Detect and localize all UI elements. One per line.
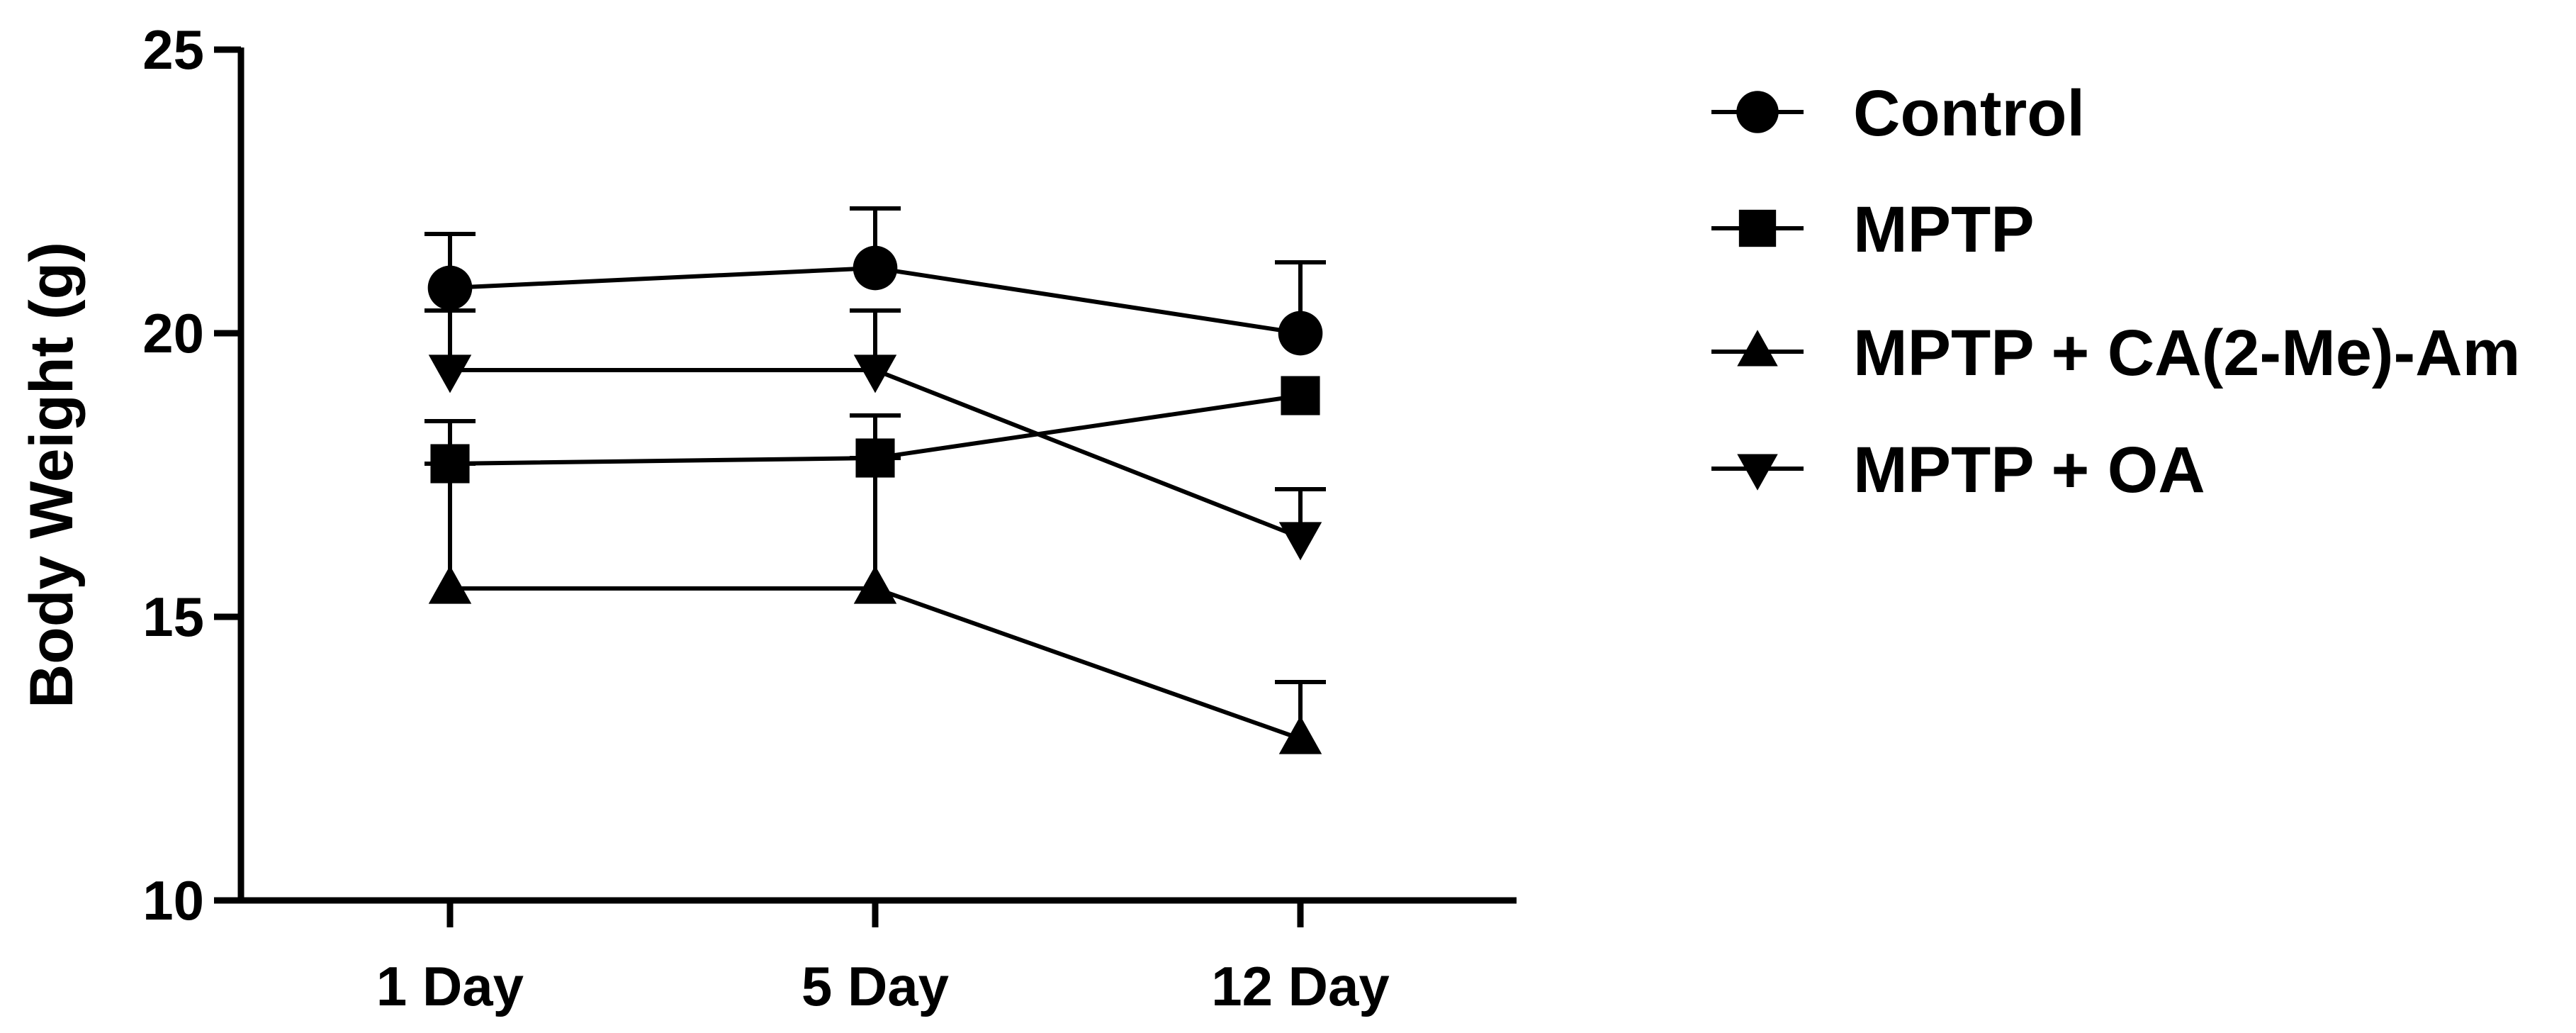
legend-marker <box>1737 330 1778 367</box>
data-point <box>853 565 897 604</box>
x-tick-label: 5 Day <box>802 955 949 1017</box>
data-point <box>428 565 472 604</box>
legend-item: MPTP <box>1711 194 2035 266</box>
legend-marker <box>1737 454 1778 491</box>
y-axis-title: Body Weight (g) <box>18 242 86 708</box>
legend-item: MPTP + OA <box>1711 434 2205 506</box>
data-point <box>427 265 473 311</box>
legend: Control MPTP MPTP + CA(2-Me)-Am MPTP + OA <box>1711 77 2520 506</box>
data-point <box>428 354 472 393</box>
data-point <box>1281 376 1320 415</box>
legend-item: MPTP + CA(2-Me)-Am <box>1711 317 2520 389</box>
legend-label: Control <box>1853 77 2085 150</box>
legend-label: MPTP <box>1853 194 2035 266</box>
series-group <box>424 206 1326 754</box>
data-point <box>1278 311 1323 356</box>
legend-marker <box>1736 91 1779 133</box>
legend-item: Control <box>1711 77 2085 150</box>
legend-marker <box>1738 209 1777 247</box>
data-point <box>1278 522 1322 561</box>
data-point <box>853 245 898 291</box>
legend-label: MPTP + CA(2-Me)-Am <box>1853 317 2520 389</box>
data-point <box>853 354 897 393</box>
x-tick-label: 12 Day <box>1211 955 1390 1017</box>
legend-label: MPTP + OA <box>1853 434 2205 506</box>
y-tick-label: 25 <box>142 18 204 81</box>
x-tick-label: 1 Day <box>376 955 524 1017</box>
y-tick-label: 10 <box>142 869 204 932</box>
series-2 <box>424 456 1326 754</box>
axes: 10 15 20 25 1 Day 5 Day 12 Day Body Weight (g) <box>18 18 1517 1017</box>
data-point <box>1278 715 1322 754</box>
series-0 <box>424 206 1326 356</box>
series-1 <box>424 376 1320 484</box>
series-3 <box>424 308 1326 561</box>
y-tick-label: 15 <box>142 586 204 648</box>
y-tick-label: 20 <box>142 302 204 364</box>
series-line <box>450 586 1301 741</box>
